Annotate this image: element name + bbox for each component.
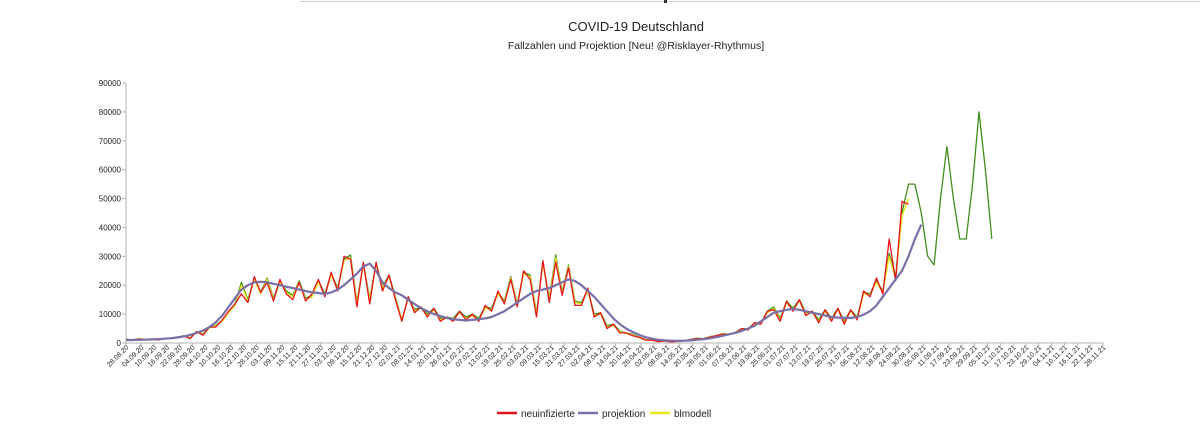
y-tick-label: 70000 [99, 137, 122, 146]
y-tick-label: 40000 [99, 223, 122, 232]
y-tick-label: 90000 [99, 79, 122, 88]
chart-subtitle: Fallzahlen und Projektion [Neu! @Risklay… [508, 40, 764, 52]
series-line-projektion [125, 224, 923, 342]
y-tick-label: 80000 [99, 108, 122, 117]
series-line-unlabeled-green [125, 111, 993, 343]
y-tick-label: 10000 [99, 310, 122, 319]
top-border-line [300, 1, 1200, 2]
top-marker [664, 0, 667, 3]
y-tick-label: 0 [117, 339, 122, 348]
top-edge-rule [0, 0, 1200, 3]
legend: neuinfizierte projektion blmodell [497, 409, 711, 420]
legend-label-projektion: projektion [602, 409, 645, 420]
legend-label-neuinfizierte: neuinfizierte [521, 409, 575, 420]
y-tick-label: 50000 [99, 195, 122, 204]
chart-title: COVID-19 Deutschland [568, 19, 704, 34]
x-axis-ticks: 28.08.2004.09.2010.09.2016.09.2022.09.20… [106, 343, 1107, 369]
y-tick-label: 20000 [99, 281, 122, 290]
legend-label-blmodell: blmodell [674, 409, 711, 420]
y-tick-label: 60000 [99, 166, 122, 175]
series-lines [125, 111, 993, 343]
y-axis-ticks: 0 10000 20000 30000 40000 50000 60000 70000 8000… [99, 79, 126, 348]
axes [125, 83, 1103, 344]
series-line-blmodell [125, 198, 910, 343]
y-tick-label: 30000 [99, 252, 122, 261]
series-line-neuinfizierte [125, 200, 909, 343]
